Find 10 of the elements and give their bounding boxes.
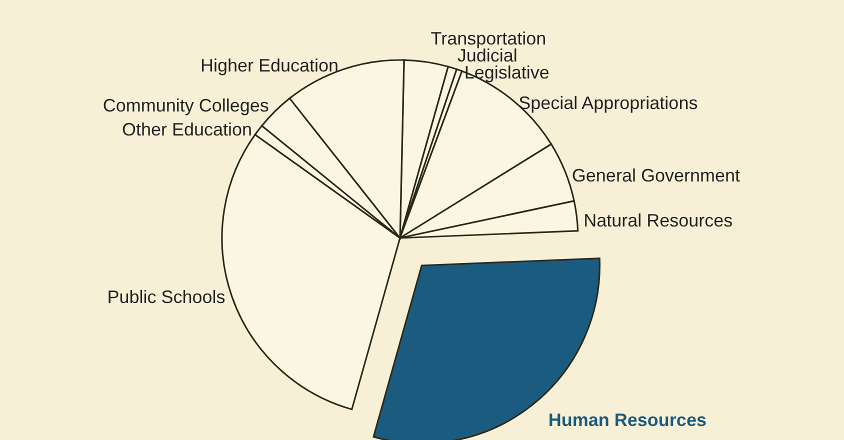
slice-label: Natural Resources bbox=[584, 210, 733, 230]
slice-label: Public Schools bbox=[107, 287, 226, 308]
slice-label: Legislative bbox=[464, 62, 550, 82]
slice-label: Special Appropriations bbox=[518, 92, 698, 113]
slice-label: Transportation bbox=[430, 28, 546, 48]
slice-label: General Government bbox=[572, 165, 740, 186]
slice-label: Community Colleges bbox=[102, 96, 269, 116]
slice-label: Higher Education bbox=[200, 55, 339, 76]
slice-label: Human Resources bbox=[548, 410, 706, 430]
slice-label: Other Education bbox=[122, 120, 252, 140]
